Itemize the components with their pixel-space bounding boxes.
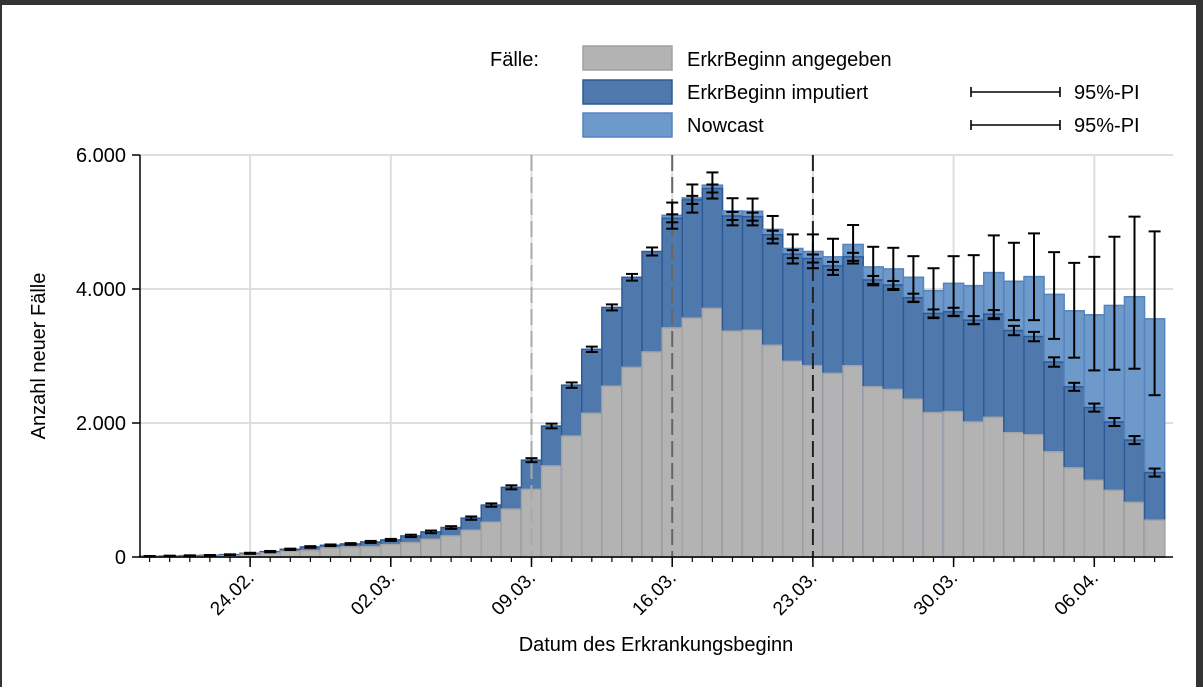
x-tick-label: 23.03.: [769, 568, 821, 620]
bar-angegeben: [341, 547, 361, 557]
legend: Fälle: ErkrBeginn angegeben ErkrBeginn i…: [490, 46, 1140, 137]
bar-angegeben: [562, 436, 582, 557]
bar-angegeben: [923, 413, 943, 557]
x-tick-label: 16.03.: [629, 568, 681, 620]
bar-angegeben: [320, 548, 340, 557]
bar-angegeben: [381, 545, 401, 557]
bar-angegeben: [501, 509, 521, 557]
bar-angegeben: [1104, 490, 1124, 557]
bars: [140, 185, 1165, 557]
bar-angegeben: [1004, 433, 1024, 557]
bar-angegeben: [481, 522, 501, 557]
y-tick-label: 2.000: [76, 413, 126, 435]
bar-angegeben: [1084, 480, 1104, 557]
legend-errorbar-icon: [971, 87, 1060, 97]
legend-label-nowcast: Nowcast: [687, 115, 764, 137]
errorbar-imputiert: [244, 553, 256, 554]
bar-angegeben: [280, 551, 300, 557]
x-axis-label: Datum des Erkrankungsbeginn: [519, 634, 794, 656]
y-tick-label: 4.000: [76, 279, 126, 301]
errorbar-imputiert: [164, 556, 176, 557]
legend-swatch-imputiert: [583, 80, 672, 104]
bar-angegeben: [1044, 452, 1064, 557]
y-tick-label: 6.000: [76, 145, 126, 167]
bar-angegeben: [783, 361, 803, 557]
x-tick-label: 30.03.: [910, 568, 962, 620]
y-axis-label: Anzahl neuer Fälle: [28, 273, 50, 440]
bar-angegeben: [642, 352, 662, 557]
bar-angegeben: [1024, 435, 1044, 557]
bar-angegeben: [803, 366, 823, 557]
bar-angegeben: [582, 413, 602, 557]
errorbar-imputiert: [224, 554, 236, 555]
bar-angegeben: [763, 345, 783, 557]
legend-swatch-nowcast: [583, 113, 672, 137]
bar-angegeben: [300, 551, 320, 557]
bar-angegeben: [823, 373, 843, 557]
bar-angegeben: [421, 539, 441, 557]
errorbar-imputiert: [345, 543, 357, 545]
bar-angegeben: [602, 386, 622, 557]
bar-angegeben: [401, 543, 421, 557]
bar-angegeben: [722, 331, 742, 557]
errorbar-imputiert: [284, 549, 296, 550]
bar-angegeben: [843, 366, 863, 557]
bar-angegeben: [903, 399, 923, 557]
bar-angegeben: [1124, 502, 1144, 557]
legend-swatch-angegeben: [583, 46, 672, 70]
bar-angegeben: [702, 308, 722, 557]
bar-angegeben: [682, 318, 702, 557]
x-tick-label: 06.04.: [1051, 568, 1103, 620]
legend-label-imputiert: ErkrBeginn imputiert: [687, 82, 869, 104]
bar-angegeben: [441, 536, 461, 557]
errorbar-imputiert: [264, 551, 276, 552]
x-tick-label: 24.02.: [206, 568, 258, 620]
bar-angegeben: [964, 422, 984, 557]
errorbar-imputiert: [325, 544, 337, 546]
legend-errorbar-icon: [971, 120, 1060, 130]
legend-pi-label-nowcast: 95%-PI: [1074, 115, 1140, 137]
legend-pi-label-imputiert: 95%-PI: [1074, 82, 1140, 104]
bar-angegeben: [542, 466, 562, 557]
errorbar-imputiert: [204, 555, 216, 556]
bar-angegeben: [1064, 468, 1084, 557]
bar-angegeben: [743, 330, 763, 557]
x-tick-label: 09.03.: [488, 568, 540, 620]
legend-label-angegeben: ErkrBeginn angegeben: [687, 49, 892, 71]
bar-angegeben: [622, 367, 642, 557]
bar-angegeben: [984, 417, 1004, 557]
bar-angegeben: [1145, 520, 1165, 557]
errorbar-imputiert: [184, 555, 196, 556]
bar-angegeben: [461, 530, 481, 557]
errorbar-imputiert: [304, 546, 316, 548]
y-tick-label: 0: [115, 547, 126, 569]
bar-angegeben: [883, 390, 903, 558]
bar-angegeben: [863, 387, 883, 557]
bar-angegeben: [361, 547, 381, 557]
bar-angegeben: [944, 412, 964, 557]
legend-title: Fälle:: [490, 49, 539, 71]
x-tick-label: 02.03.: [347, 568, 399, 620]
